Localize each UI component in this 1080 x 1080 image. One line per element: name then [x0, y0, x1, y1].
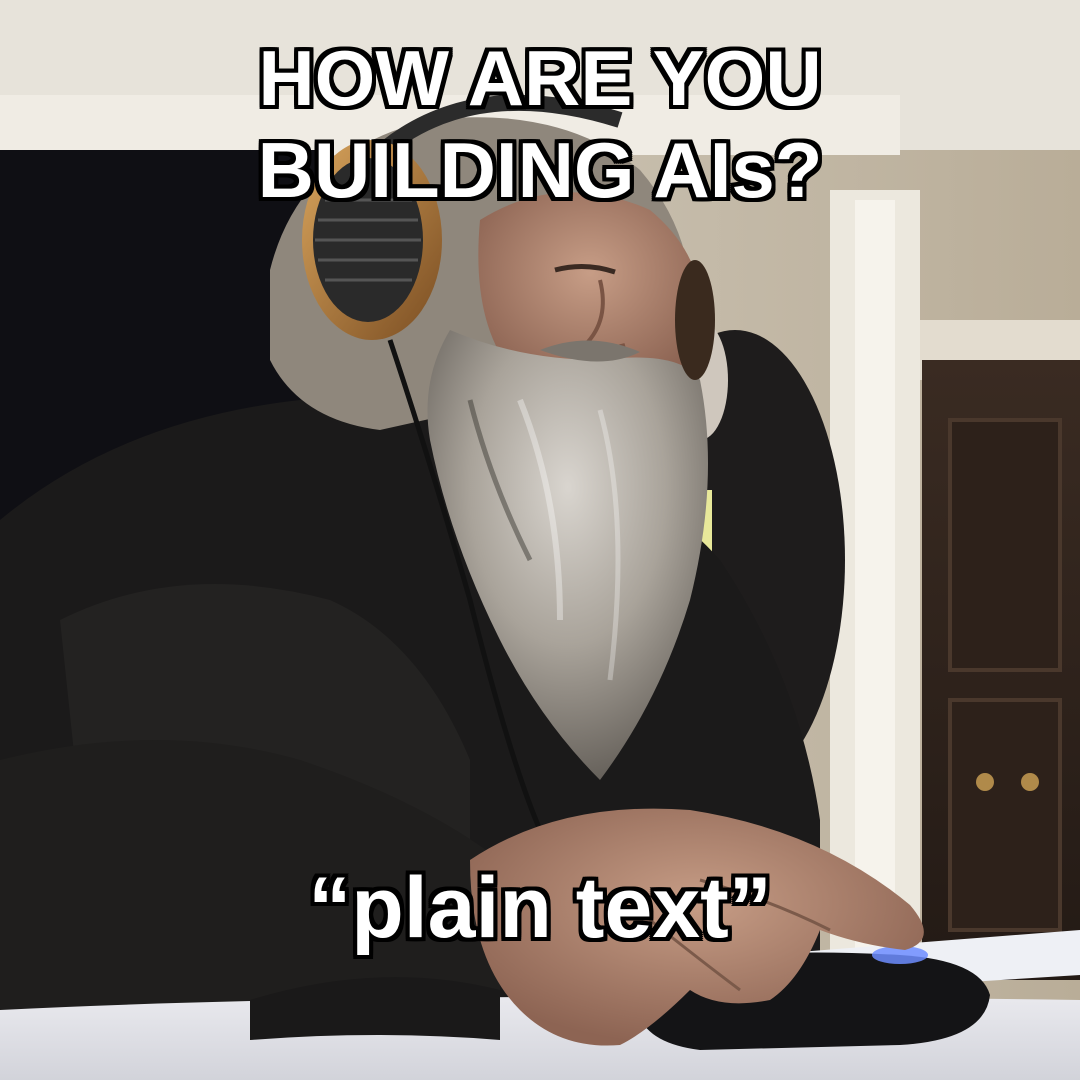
top-caption: HOW ARE YOU BUILDING AIs? [0, 32, 1080, 216]
top-caption-line-2: BUILDING AIs? [257, 126, 823, 214]
bottom-caption: “plain text” [308, 860, 772, 956]
top-caption-line-1: HOW ARE YOU [258, 34, 822, 122]
